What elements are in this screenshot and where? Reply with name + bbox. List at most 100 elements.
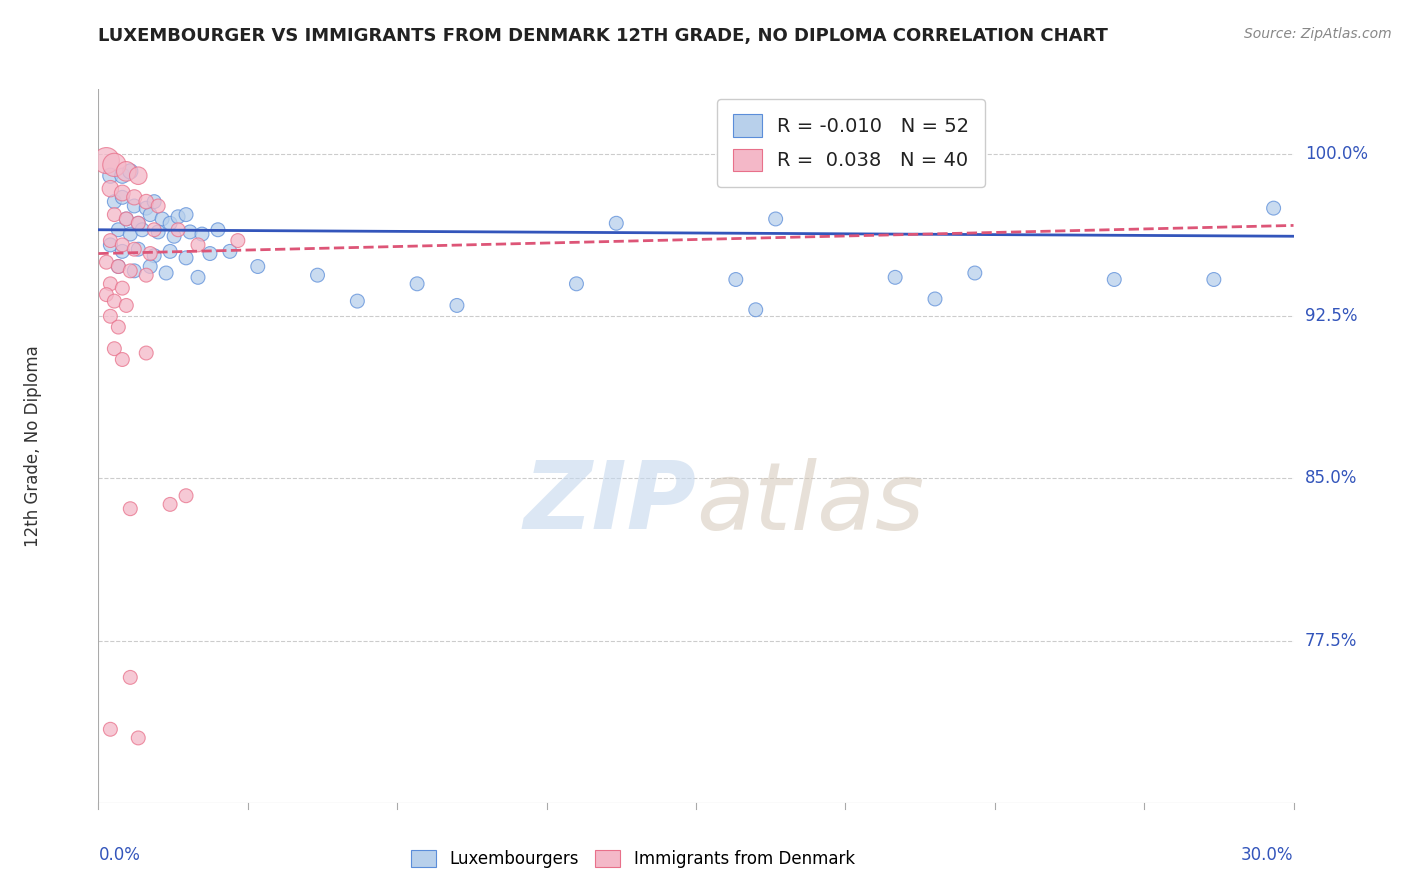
Point [103,342,125,356]
Point [198,246,221,260]
Point [98,182,122,196]
Point [163,229,186,244]
Point [159,497,181,511]
Point [765,211,787,226]
Point [127,242,149,256]
Point [115,164,138,178]
Point [115,298,138,312]
Point [111,281,134,295]
Point [111,244,134,259]
Point [98,169,122,183]
Point [115,211,138,226]
Text: 85.0%: 85.0% [1305,469,1357,487]
Text: Source: ZipAtlas.com: Source: ZipAtlas.com [1244,27,1392,41]
Point [115,211,138,226]
Point [1102,272,1125,286]
Point [167,210,190,224]
Point [127,216,149,230]
Point [924,292,946,306]
Point [120,164,142,178]
Point [98,238,122,252]
Point [103,208,125,222]
Point [98,277,122,291]
Point [148,199,170,213]
Point [135,201,157,215]
Point [111,190,134,204]
Point [124,264,146,278]
Point [191,227,214,241]
Point [111,238,134,252]
Text: ZIP: ZIP [523,457,696,549]
Point [96,153,118,168]
Point [131,223,153,237]
Point [963,266,986,280]
Point [124,190,146,204]
Point [111,169,134,183]
Legend: R = -0.010   N = 52, R =  0.038   N = 40: R = -0.010 N = 52, R = 0.038 N = 40 [717,99,986,186]
Point [120,501,142,516]
Point [187,270,209,285]
Point [127,169,149,183]
Text: atlas: atlas [696,458,924,549]
Point [111,352,134,367]
Point [96,287,118,301]
Point [124,199,146,213]
Point [135,346,157,360]
Text: 0.0%: 0.0% [98,846,141,863]
Text: 77.5%: 77.5% [1305,632,1357,649]
Point [187,238,209,252]
Point [103,294,125,309]
Point [96,255,118,269]
Point [143,223,166,237]
Point [346,294,368,309]
Point [120,227,142,241]
Point [724,272,747,286]
Point [107,260,129,274]
Legend: Luxembourgers, Immigrants from Denmark: Luxembourgers, Immigrants from Denmark [404,843,862,875]
Point [1202,272,1225,286]
Point [406,277,429,291]
Point [120,264,142,278]
Text: 92.5%: 92.5% [1305,307,1357,326]
Point [98,723,122,737]
Point [127,216,149,230]
Point [111,186,134,200]
Point [174,208,197,222]
Point [107,260,129,274]
Point [446,298,468,312]
Point [159,244,181,259]
Point [139,208,162,222]
Text: 100.0%: 100.0% [1305,145,1368,163]
Point [107,223,129,237]
Point [174,489,197,503]
Point [98,310,122,324]
Point [143,249,166,263]
Point [307,268,329,282]
Point [103,194,125,209]
Text: 12th Grade, No Diploma: 12th Grade, No Diploma [24,345,42,547]
Point [605,216,627,230]
Text: 30.0%: 30.0% [1241,846,1294,863]
Point [226,234,249,248]
Point [150,211,173,226]
Point [124,242,146,256]
Point [219,244,242,259]
Point [135,194,157,209]
Point [565,277,588,291]
Point [207,223,229,237]
Point [127,731,149,745]
Point [167,223,190,237]
Point [246,260,269,274]
Point [139,260,162,274]
Point [1263,201,1285,215]
Point [884,270,907,285]
Point [174,251,197,265]
Point [745,302,768,317]
Point [135,268,157,282]
Point [155,266,177,280]
Text: LUXEMBOURGER VS IMMIGRANTS FROM DENMARK 12TH GRADE, NO DIPLOMA CORRELATION CHART: LUXEMBOURGER VS IMMIGRANTS FROM DENMARK … [98,27,1108,45]
Point [139,246,162,260]
Point [148,225,170,239]
Point [159,216,181,230]
Point [179,225,201,239]
